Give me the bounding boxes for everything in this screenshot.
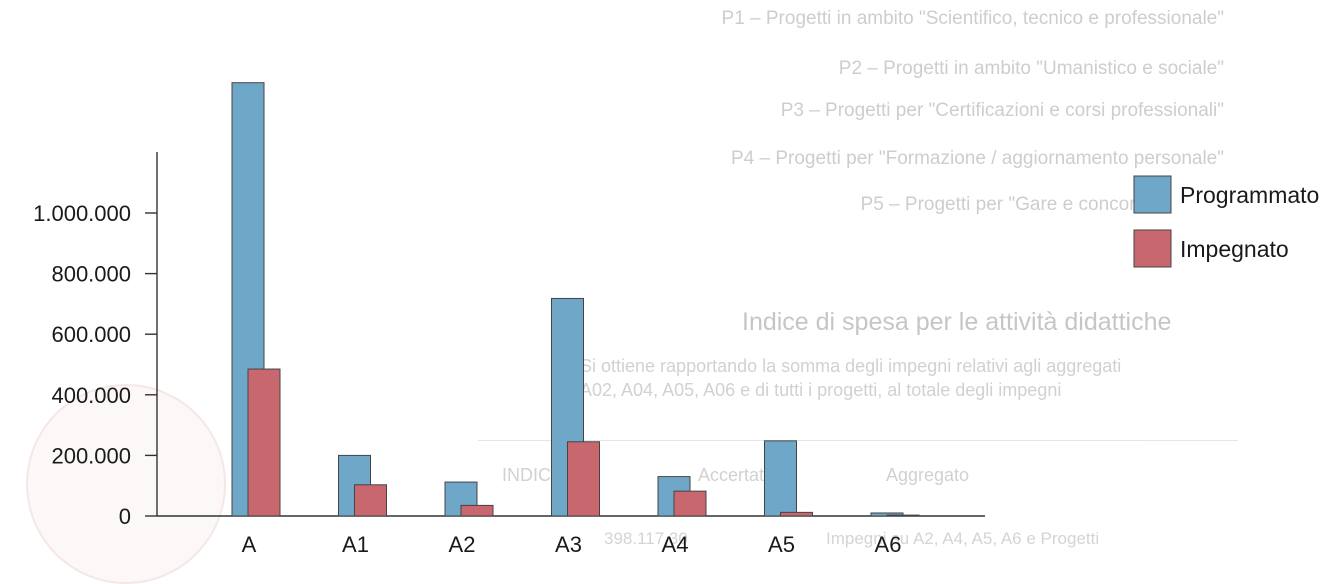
x-category-label: A4 bbox=[662, 532, 689, 557]
x-axis-labels: A A1 A2 A3 A4 A5 A6 bbox=[242, 532, 902, 557]
x-category-label: A2 bbox=[449, 532, 476, 557]
y-tick-label: 800.000 bbox=[51, 262, 131, 287]
x-category-label: A5 bbox=[768, 532, 795, 557]
bg-table-header-indice: INDICE bbox=[502, 465, 564, 485]
bars bbox=[231, 82, 920, 517]
bg-project-line-4: P4 – Progetti per "Formazione / aggiorna… bbox=[731, 148, 1224, 169]
y-tick-label: 600.000 bbox=[51, 322, 131, 347]
bg-project-line-1: P1 – Progetti in ambito "Scientifico, te… bbox=[721, 8, 1224, 29]
bg-project-line-5: P5 – Progetti per "Gare e concorsi" bbox=[860, 194, 1156, 215]
bg-table-header-accertato: Accertato bbox=[698, 465, 775, 485]
bar-impegnato-a3 bbox=[567, 441, 600, 517]
legend: Programmato Impegnato bbox=[1133, 175, 1319, 268]
bg-project-line-3: P3 – Progetti per "Certificazioni e cors… bbox=[780, 100, 1224, 121]
bg-project-line-2: P2 – Progetti in ambito "Umanistico e so… bbox=[838, 58, 1224, 79]
x-category-label: A1 bbox=[342, 532, 369, 557]
bg-section-title: Indice di spesa per le attività didattic… bbox=[742, 308, 1172, 336]
bg-paragraph-line-2: A02, A04, A05, A06 e di tutti i progetti… bbox=[580, 380, 1062, 400]
bg-paragraph-line-1: Si ottiene rapportando la somma degli im… bbox=[580, 356, 1122, 376]
y-axis: 0 200.000 400.000 600.000 800.000 1.000.000 bbox=[33, 152, 985, 529]
bar-impegnato-a5 bbox=[780, 511, 813, 517]
legend-label-impegnato: Impegnato bbox=[1180, 236, 1289, 262]
bg-table-row-value: 398.117,30 bbox=[604, 529, 688, 548]
bar-impegnato-a1 bbox=[354, 484, 387, 517]
bar-impegnato-a2 bbox=[460, 504, 494, 517]
bg-table: Aggregato Accertato INDICE Impegni su A2… bbox=[478, 440, 1238, 551]
y-tick-label: 0 bbox=[119, 504, 131, 529]
legend-swatch-programmato bbox=[1133, 175, 1172, 214]
x-category-label: A bbox=[242, 532, 257, 557]
bar-impegnato-a bbox=[247, 368, 281, 517]
bg-table-header-aggregato: Aggregato bbox=[886, 465, 970, 485]
bg-stamp bbox=[26, 384, 226, 584]
legend-label-programmato: Programmato bbox=[1180, 182, 1319, 208]
bar-programmato-a5 bbox=[764, 440, 797, 517]
y-tick-label: 400.000 bbox=[51, 383, 131, 408]
background-bleed-through: P1 – Progetti in ambito "Scientifico, te… bbox=[26, 8, 1238, 584]
y-tick-label: 200.000 bbox=[51, 443, 131, 468]
x-category-label: A6 bbox=[875, 532, 902, 557]
y-tick-label: 1.000.000 bbox=[33, 201, 131, 226]
bar-impegnato-a4 bbox=[673, 490, 707, 517]
bar-chart: 0 200.000 400.000 600.000 800.000 1.000.000 A… bbox=[33, 82, 1319, 557]
bg-table-row-label: Impegni su A2, A4, A5, A6 e Progetti bbox=[826, 529, 1100, 548]
bar-impegnato-a6 bbox=[886, 514, 920, 517]
legend-swatch-impegnato bbox=[1133, 229, 1172, 268]
x-category-label: A3 bbox=[555, 532, 582, 557]
